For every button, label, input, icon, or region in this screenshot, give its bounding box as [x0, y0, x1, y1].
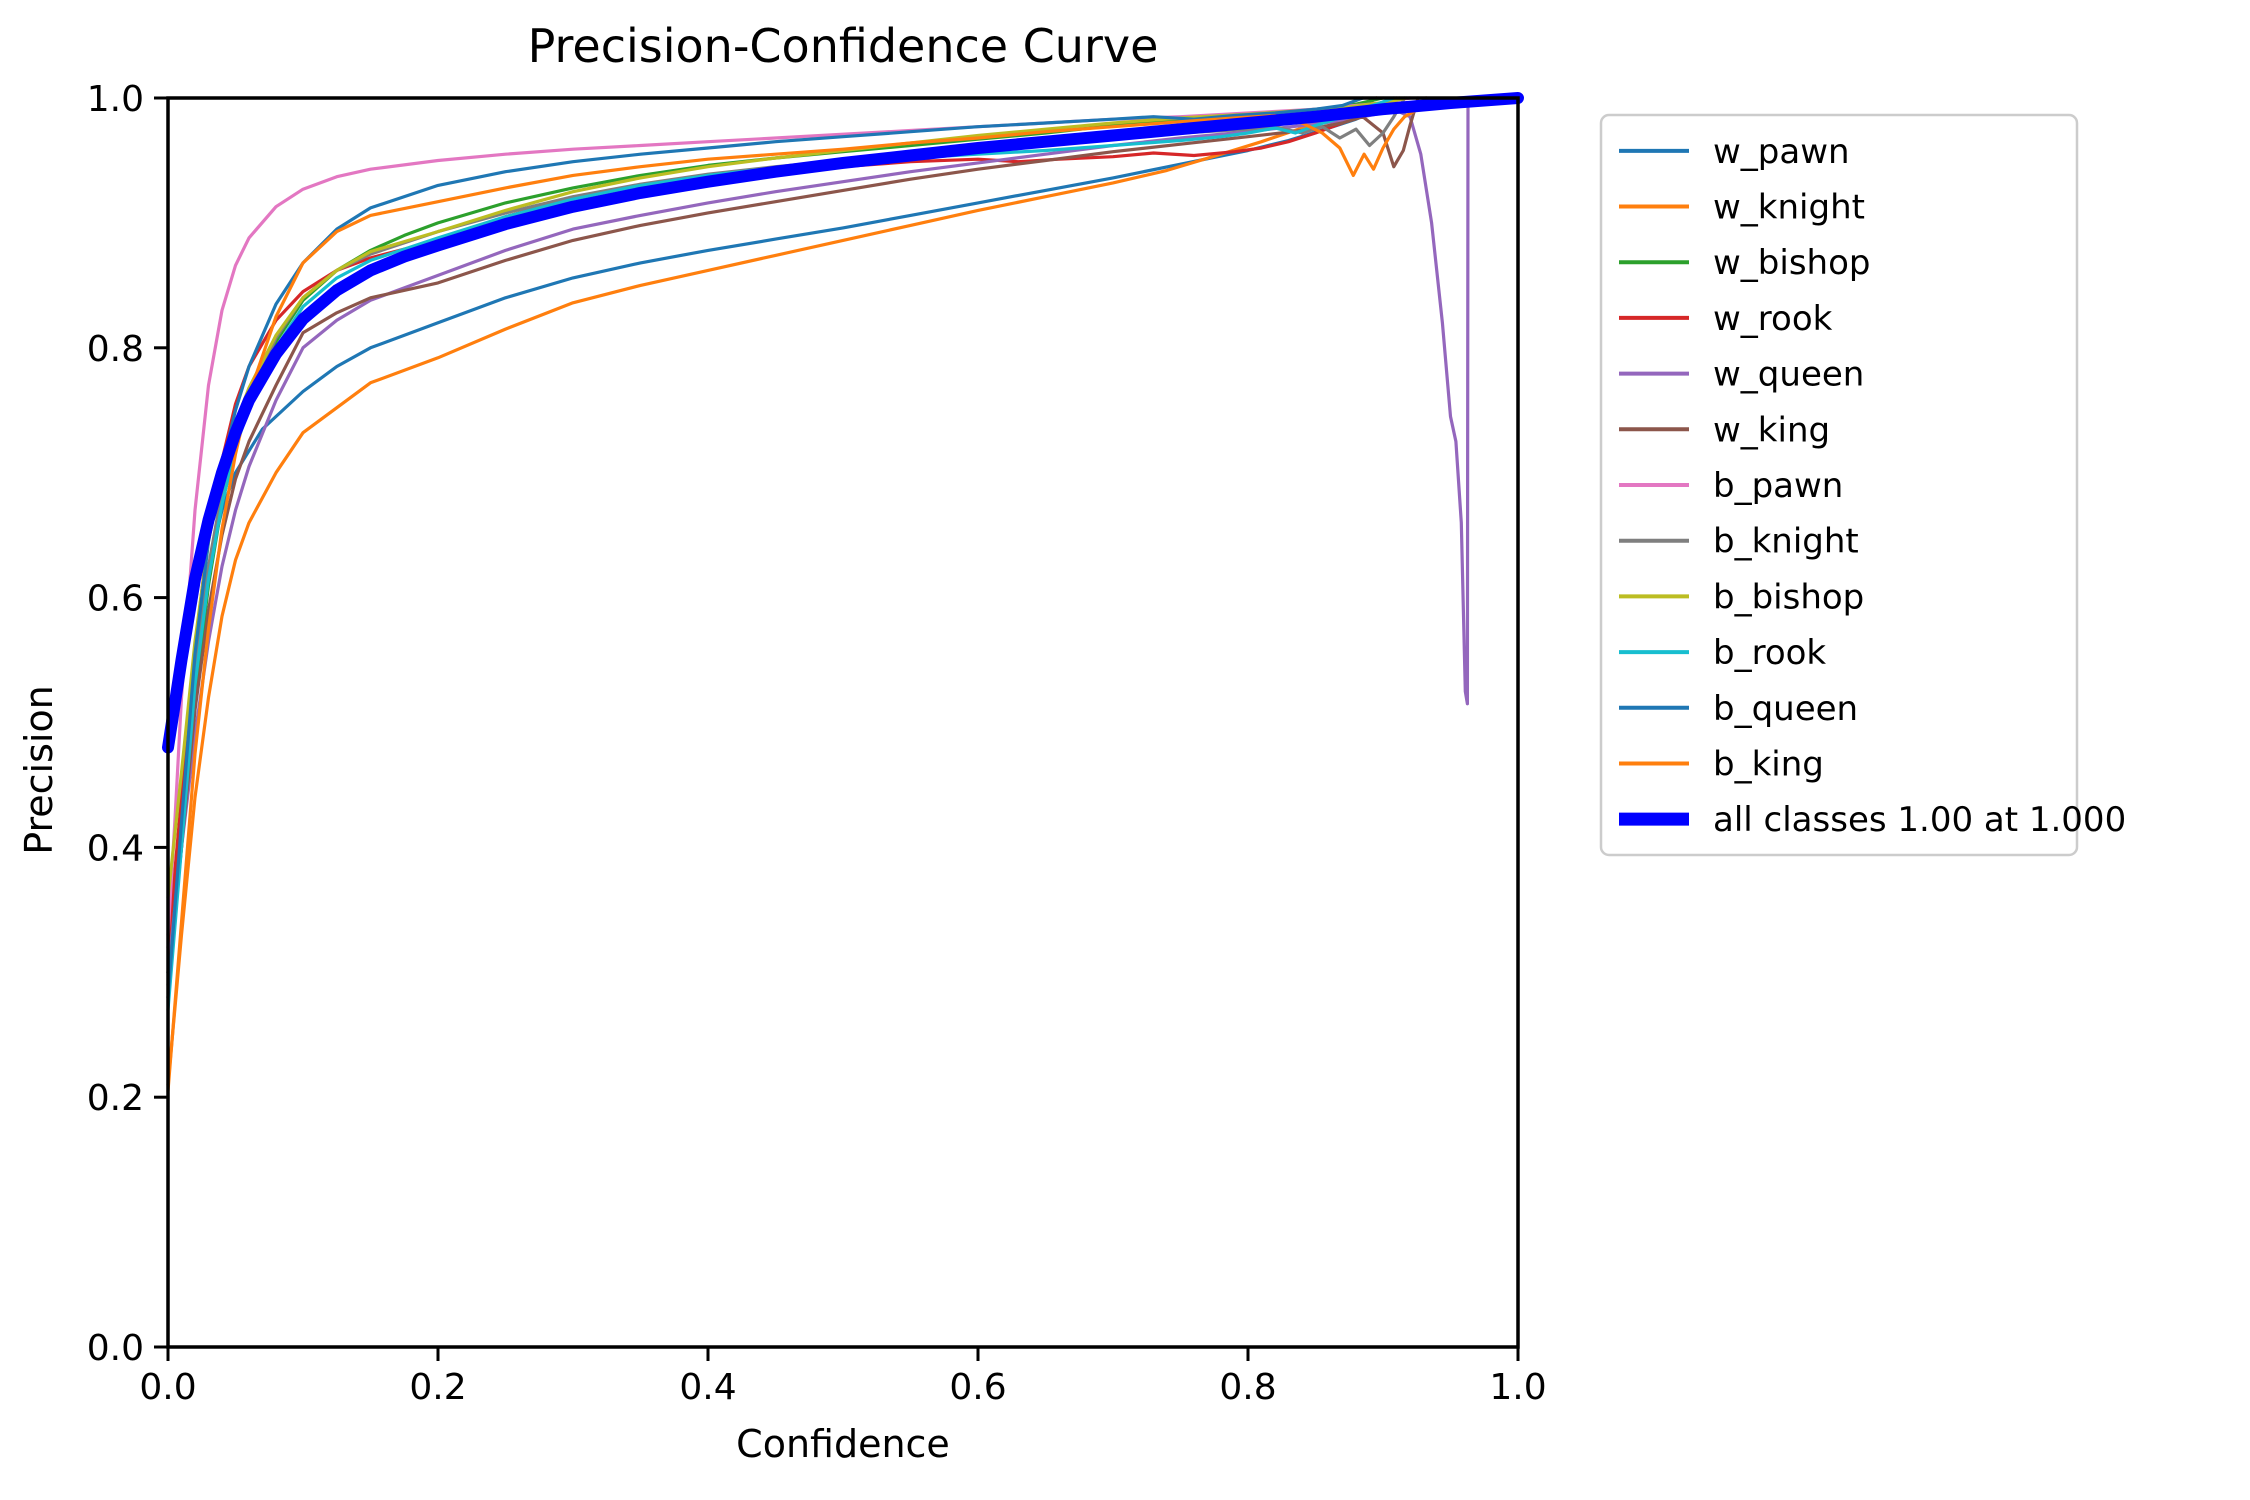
legend-entry: all classes 1.00 at 1.000: [1619, 800, 2126, 840]
curves-group: [162, 92, 1524, 1093]
y-tick-label: 0.0: [87, 1328, 144, 1369]
x-tick-label: 0.8: [1219, 1367, 1276, 1408]
x-tick-label: 0.4: [679, 1367, 736, 1408]
curve-w-knight: [166, 96, 1378, 1087]
legend-entry: b_queen: [1619, 689, 1858, 729]
legend-entry: w_pawn: [1619, 132, 1850, 172]
curve-b-king: [166, 96, 1428, 1093]
curve-w-bishop: [166, 96, 1385, 974]
y-tick-label: 1.0: [87, 79, 144, 120]
x-tick-label: 0.6: [949, 1367, 1006, 1408]
legend-box: [1599, 113, 2079, 857]
legend-label: b_pawn: [1713, 466, 1843, 506]
legend-label: w_rook: [1713, 299, 1833, 339]
y-tick-label: 0.4: [87, 828, 144, 869]
curve-w-king: [166, 96, 1420, 987]
legend-entry: w_bishop: [1619, 243, 1870, 283]
curve-all-classes-1-00-at-1-000: [162, 92, 1524, 754]
legend-label: b_king: [1713, 744, 1824, 784]
legend-label: w_queen: [1713, 355, 1864, 395]
legend-entry: b_knight: [1619, 522, 1859, 562]
x-tick-label: 0.2: [409, 1367, 466, 1408]
legend: w_pawn w_knight w_bishop w_rook w_queen w_kin…: [1599, 113, 2126, 857]
axis-ticks-group: 0.0 0.2 0.4 0.6 0.8 1.0 0.0 0.2 0.4 0.6 0.8 1.0: [87, 79, 1547, 1408]
x-tick-label: 1.0: [1489, 1367, 1546, 1408]
legend-entry: w_knight: [1619, 188, 1865, 228]
curve-b-queen: [166, 96, 1365, 999]
curve-w-pawn: [166, 96, 1401, 974]
legend-label: w_king: [1713, 410, 1830, 450]
legend-label: w_pawn: [1713, 132, 1850, 172]
curve-w-queen: [166, 96, 1470, 974]
legend-label: w_bishop: [1713, 243, 1870, 283]
y-tick-label: 0.8: [87, 329, 144, 370]
legend-entry: b_pawn: [1619, 466, 1843, 506]
y-tick-label: 0.2: [87, 1078, 144, 1119]
curve-b-rook: [166, 96, 1396, 1012]
legend-label: b_rook: [1713, 633, 1826, 673]
legend-label: b_knight: [1713, 522, 1859, 562]
legend-entry: b_rook: [1619, 633, 1826, 673]
x-axis-label: Confidence: [736, 1422, 950, 1466]
legend-label: w_knight: [1713, 188, 1865, 228]
legend-label: b_bishop: [1713, 577, 1864, 617]
x-tick-label: 0.0: [139, 1367, 196, 1408]
curve-b-knight: [166, 96, 1407, 999]
y-axis-label: Precision: [17, 685, 61, 855]
legend-label: b_queen: [1713, 689, 1858, 729]
chart-title: Precision-Confidence Curve: [528, 19, 1159, 73]
y-tick-label: 0.6: [87, 579, 144, 620]
legend-entry: b_bishop: [1619, 577, 1864, 617]
legend-entry: w_king: [1619, 410, 1830, 450]
legend-entry: b_king: [1619, 744, 1824, 784]
legend-label: all classes 1.00 at 1.000: [1713, 800, 2126, 840]
plot-border: [166, 96, 1520, 1349]
legend-entry: w_rook: [1619, 299, 1833, 339]
legend-entry: w_queen: [1619, 355, 1864, 395]
